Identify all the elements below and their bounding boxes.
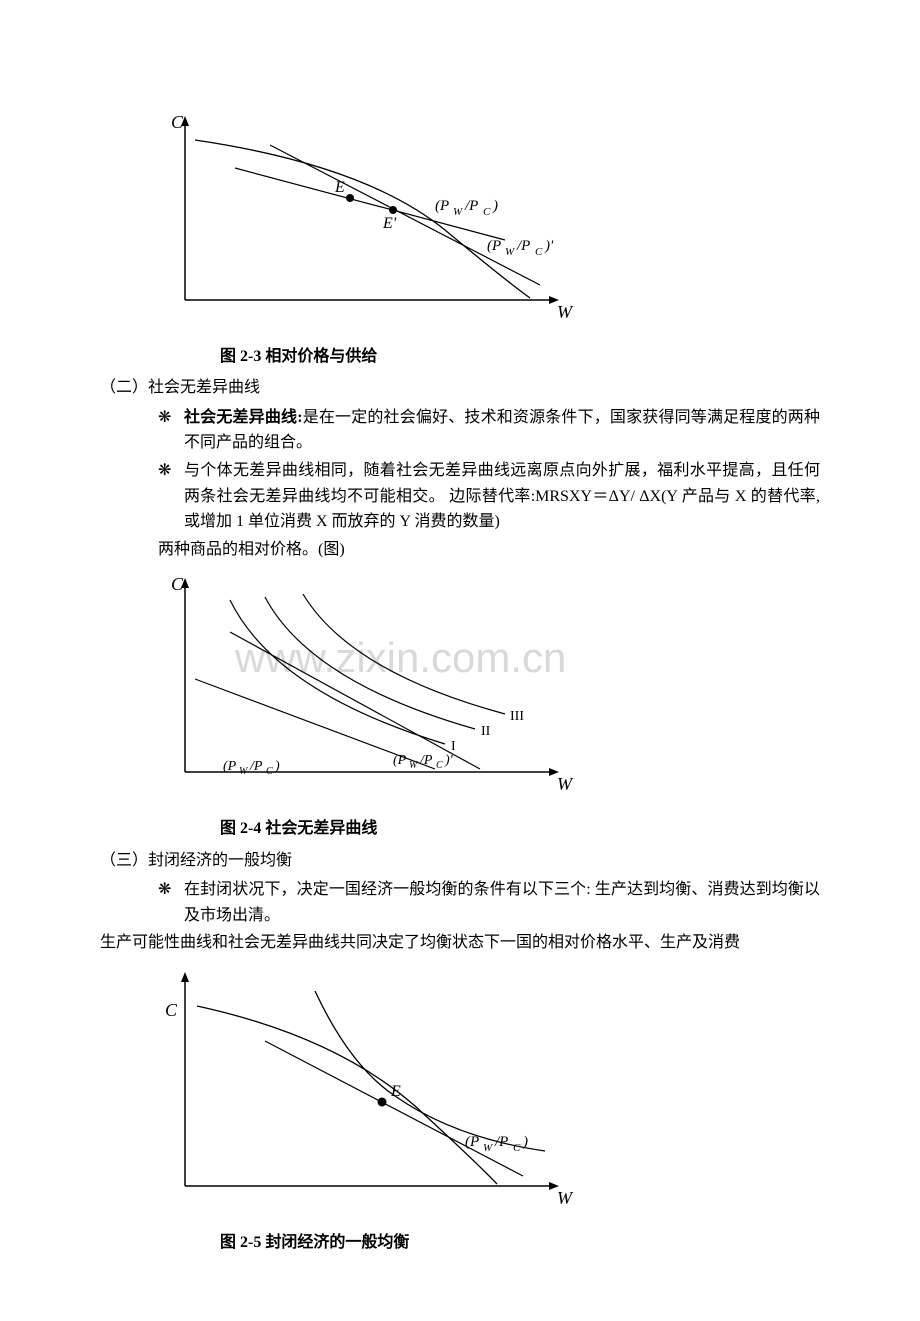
svg-text:W: W (557, 774, 574, 794)
svg-text:)': )' (544, 238, 554, 254)
svg-text:E: E (390, 1083, 401, 1100)
figure-2-3: C W E E' (P W /P C ) (P W /P C )' (135, 110, 820, 339)
figure-2-3-svg: C W E E' (P W /P C ) (P W /P C )' (135, 110, 575, 330)
svg-text:): ) (274, 759, 280, 774)
svg-text:C: C (171, 112, 184, 132)
svg-text:C: C (535, 246, 543, 258)
svg-text:): ) (522, 1134, 528, 1150)
svg-text:W: W (409, 760, 419, 771)
figure-2-3-caption: 图 2-3 相对价格与供给 (220, 344, 820, 370)
svg-text:C: C (436, 760, 443, 771)
svg-text:W: W (557, 1188, 574, 1208)
svg-text:C: C (165, 1000, 178, 1020)
svg-text:C: C (171, 574, 184, 594)
svg-text:/P: /P (419, 753, 433, 768)
svg-text:(P: (P (393, 753, 407, 768)
svg-text:III: III (510, 709, 524, 724)
svg-text:I: I (451, 739, 456, 754)
svg-text:W: W (505, 246, 515, 258)
svg-text:C: C (483, 206, 491, 218)
figure-2-5: C W E (P W /P C ) (135, 966, 820, 1225)
svg-text:/P: /P (249, 759, 263, 774)
svg-text:W: W (483, 1142, 493, 1154)
svg-text:/P: /P (494, 1134, 508, 1150)
section-2-plain: 两种商品的相对价格。(图) (158, 537, 820, 563)
section-3-para: 生产可能性曲线和社会无差异曲线共同决定了均衡状态下一国的相对价格水平、生产及消费 (100, 930, 820, 956)
section-2-bullets: 社会无差异曲线:是在一定的社会偏好、技术和资源条件下，国家获得同等满足程度的两种… (100, 405, 820, 535)
figure-2-5-svg: C W E (P W /P C ) (135, 966, 575, 1216)
svg-text:(P: (P (465, 1134, 479, 1150)
svg-text:/P: /P (516, 238, 530, 254)
svg-text:(P: (P (487, 238, 501, 254)
svg-text:W: W (557, 302, 574, 322)
section-2-bullet-1: 社会无差异曲线:是在一定的社会偏好、技术和资源条件下，国家获得同等满足程度的两种… (158, 405, 820, 456)
svg-text:)': )' (444, 753, 454, 768)
section-3-heading: （三）封闭经济的一般均衡 (100, 848, 820, 874)
svg-text:E: E (334, 179, 345, 196)
svg-text:W: W (453, 206, 463, 218)
svg-text:II: II (481, 724, 491, 739)
figure-2-5-caption: 图 2-5 封闭经济的一般均衡 (220, 1230, 820, 1256)
figure-2-4-svg: C W www.zixin.com.cn III II I (P W /P C … (135, 572, 575, 802)
svg-text:C: C (513, 1142, 521, 1154)
section-3-bullets: 在封闭状况下，决定一国经济一般均衡的条件有以下三个: 生产达到均衡、消费达到均衡… (100, 877, 820, 928)
svg-text:(P: (P (435, 198, 449, 214)
svg-text:E': E' (382, 215, 397, 232)
svg-text:(P: (P (223, 759, 237, 774)
figure-2-4-caption: 图 2-4 社会无差异曲线 (220, 816, 820, 842)
figure-2-4: C W www.zixin.com.cn III II I (P W /P C … (135, 572, 820, 811)
svg-text:/P: /P (464, 198, 478, 214)
section-3-bullet-1: 在封闭状况下，决定一国经济一般均衡的条件有以下三个: 生产达到均衡、消费达到均衡… (158, 877, 820, 928)
svg-text:): ) (492, 198, 498, 214)
svg-text:C: C (266, 766, 273, 777)
section-2-bullet-2: 与个体无差异曲线相同，随着社会无差异曲线远离原点向外扩展，福利水平提高，且任何两… (158, 458, 820, 535)
section-2-heading: （二）社会无差异曲线 (100, 375, 820, 401)
bullet-1-term: 社会无差异曲线: (184, 409, 303, 426)
watermark-text: www.zixin.com.cn (234, 634, 566, 681)
